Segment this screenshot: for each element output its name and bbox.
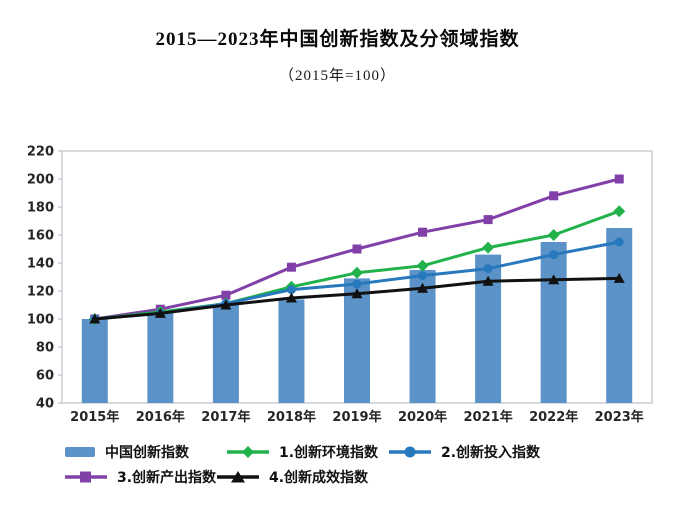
legend-item-china-innovation-index: 中国创新指数 [63,442,225,462]
triangle-marker-icon [417,282,429,293]
square-marker-icon [549,191,559,201]
triangle-marker-icon [285,292,297,303]
bar [278,299,305,403]
triangle-marker-icon [220,299,232,310]
square-marker-icon [221,290,231,300]
circle-marker-icon [286,285,296,295]
square-marker-icon [614,174,624,184]
line-square-swatch-icon [65,471,107,483]
x-axis-tick-label: 2022年 [529,409,578,425]
circle-marker-icon [418,271,428,281]
chart-subtitle: （2015年=100） [279,68,396,84]
y-axis-tick-label: 220 [27,145,54,160]
y-axis-tick-label: 180 [27,201,54,216]
y-axis-tick-label: 60 [36,369,54,384]
square-marker-icon [418,227,428,237]
legend-label: 3.创新产出指数 [117,470,217,486]
legend-label: 中国创新指数 [105,445,189,461]
x-axis-tick-label: 2020年 [398,409,447,425]
y-axis-tick-label: 100 [27,313,54,328]
triangle-marker-icon [482,275,494,286]
legend-row-1: 中国创新指数 1.创新环境指数 2.创新投入指数 [63,442,643,462]
diamond-marker-icon [351,266,363,279]
legend-item-innovation-environment-index: 1.创新环境指数 [225,442,387,462]
legend-row-2: 3.创新产出指数 4.创新成效指数 [63,467,643,487]
circle-marker-icon [404,446,416,458]
square-marker-icon [483,215,493,225]
bar [147,312,174,403]
legend-label: 1.创新环境指数 [279,445,379,461]
diamond-marker-icon [242,446,254,458]
triangle-marker-icon [154,307,166,318]
diamond-marker-icon [547,229,560,241]
square-marker-icon [286,262,296,272]
triangle-marker-icon [89,313,101,324]
y-axis-tick-label: 140 [27,257,54,272]
bar-swatch-rect [65,447,95,457]
legend-label: 4.创新成效指数 [269,470,369,486]
x-axis-tick-label: 2017年 [201,409,250,425]
legend-label: 2.创新投入指数 [441,445,541,461]
diamond-marker-icon [613,205,626,218]
y-axis-tick-label: 120 [27,285,54,300]
line-diamond-swatch-icon [227,446,269,458]
y-axis-tick-label: 200 [27,173,54,188]
x-axis-tick-label: 2021年 [464,409,513,425]
bar-swatch-icon [65,447,95,457]
circle-marker-icon [352,279,362,289]
diamond-marker-icon [416,259,429,272]
square-marker-icon [352,244,362,254]
bar [212,305,239,403]
x-axis-tick-label: 2023年 [595,409,644,425]
y-axis-tick-label: 160 [27,229,54,244]
circle-marker-icon [549,250,559,260]
x-axis-tick-label: 2018年 [267,409,316,425]
bar [344,278,370,403]
y-axis-tick-label: 40 [36,397,54,412]
x-axis-tick-label: 2016年 [136,409,185,425]
legend: 中国创新指数 1.创新环境指数 2.创新投入指数 [63,442,643,487]
bar [81,319,108,403]
chart-title: 2015—2023年中国创新指数及分领域指数 [155,29,520,50]
x-axis-tick-label: 2019年 [332,409,381,425]
circle-marker-icon [614,237,624,247]
bar [606,228,633,403]
diamond-marker-icon [482,241,495,254]
x-axis-tick-label: 2015年 [70,409,119,425]
square-marker-icon [80,471,91,483]
triangle-marker-icon [613,272,625,283]
triangle-marker-icon [548,274,560,285]
legend-item-innovation-effect-index: 4.创新成效指数 [215,467,368,487]
triangle-marker-icon [351,288,363,299]
y-axis-tick-label: 80 [36,341,54,356]
triangle-marker-icon [231,471,245,483]
legend-item-innovation-output-index: 3.创新产出指数 [63,467,217,487]
line-triangle-swatch-icon [217,471,259,483]
bar [540,242,567,403]
legend-item-innovation-input-index: 2.创新投入指数 [387,442,540,462]
line-circle-swatch-icon [389,446,431,458]
circle-marker-icon [483,264,493,274]
